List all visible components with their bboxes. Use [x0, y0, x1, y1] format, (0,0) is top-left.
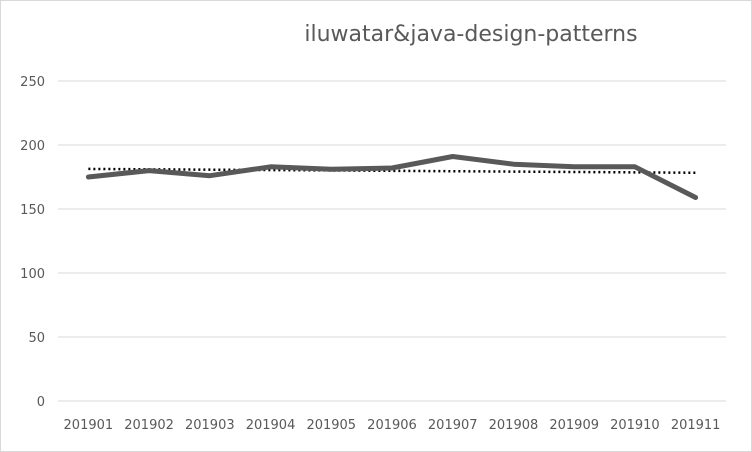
series-group [85, 154, 699, 200]
series-line [85, 154, 699, 200]
linear-trendline [88, 167, 696, 175]
x-tick-label: 201903 [185, 418, 235, 433]
x-tick-label: 201902 [124, 418, 174, 433]
y-axis-tick-labels: 0 50 100 150 200 250 [20, 75, 45, 410]
y-tick-label: 50 [28, 331, 45, 346]
x-tick-label: 201909 [549, 418, 599, 433]
x-tick-label: 201901 [64, 418, 114, 433]
y-tick-label: 150 [20, 203, 45, 218]
x-tick-label: 201911 [671, 418, 721, 433]
x-tick-label: 201905 [306, 418, 356, 433]
gridlines [58, 80, 726, 402]
x-tick-label: 201910 [610, 418, 660, 433]
chart-title: iluwatar&java-design-patterns [304, 22, 637, 47]
y-tick-label: 200 [20, 139, 45, 154]
y-tick-label: 0 [37, 395, 45, 410]
x-tick-label: 201907 [428, 418, 478, 433]
x-axis-tick-labels: 201901 201902 201903 201904 201905 201906 2019… [64, 418, 721, 433]
y-tick-label: 100 [20, 267, 45, 282]
x-tick-label: 201906 [367, 418, 417, 433]
y-tick-label: 250 [20, 75, 45, 90]
x-tick-label: 201908 [489, 418, 539, 433]
x-tick-label: 201904 [246, 418, 296, 433]
